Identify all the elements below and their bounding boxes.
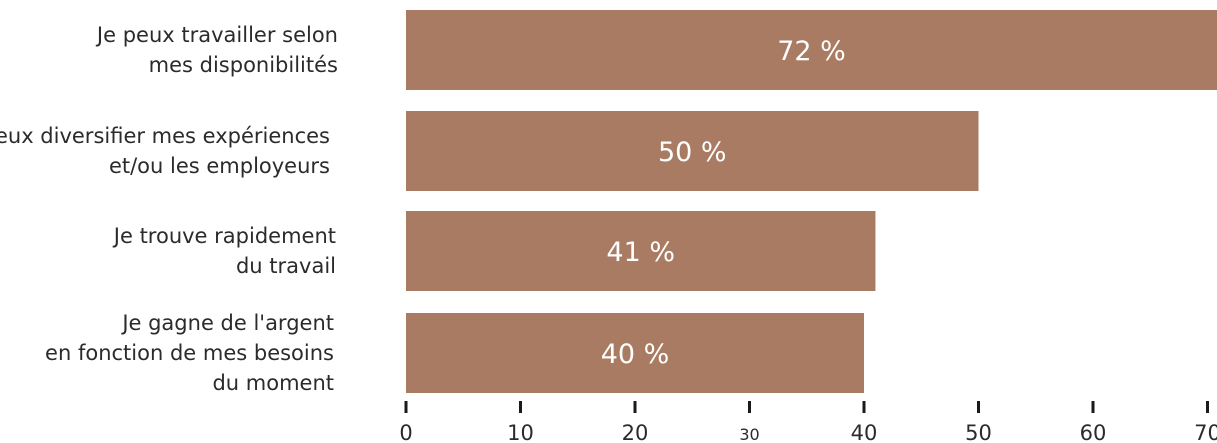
x-tick-label-40: 40 xyxy=(851,421,878,443)
x-tick-label-30: 30 xyxy=(739,425,759,443)
x-tick-label-20: 20 xyxy=(622,421,649,443)
category-label-3-line-2: du travail xyxy=(236,254,336,278)
category-label-4-line-3: du moment xyxy=(212,371,334,395)
bar-4 xyxy=(406,313,864,393)
category-labels: Je peux travailler selon mes disponibilit… xyxy=(0,23,338,395)
category-label-2-line-2: et/ou les employeurs xyxy=(109,154,330,178)
x-tick-label-50: 50 xyxy=(965,421,992,443)
bar-value-label-4: 40 % xyxy=(601,339,670,370)
bar-value-label-1: 72 % xyxy=(777,36,846,67)
x-tick-label-70: 70 xyxy=(1194,421,1217,443)
category-label-4-line-1: Je gagne de l'argent xyxy=(120,311,334,335)
x-tick-label-0: 0 xyxy=(399,421,412,443)
bar-value-label-2: 50 % xyxy=(658,137,727,168)
category-label-3-line-1: Je trouve rapidement xyxy=(112,224,336,248)
bar-2 xyxy=(406,111,979,191)
category-label-4-line-2: en fonction de mes besoins xyxy=(45,341,334,365)
bar-1 xyxy=(406,10,1217,90)
category-label-1-line-1: Je peux travailler selon xyxy=(95,23,338,47)
bar-3 xyxy=(406,211,876,291)
bar-value-label-3: 41 % xyxy=(606,237,675,268)
category-label-1-line-2: mes disponibilités xyxy=(149,53,338,77)
x-tick-label-60: 60 xyxy=(1080,421,1107,443)
bars-group: 72 % 50 % 41 % 40 % xyxy=(406,10,1217,393)
x-tick-label-10: 10 xyxy=(507,421,534,443)
x-axis: 0 10 20 30 40 50 60 70 xyxy=(399,401,1217,443)
category-label-2-line-1: Je peux diversifier mes expériences xyxy=(0,124,330,148)
